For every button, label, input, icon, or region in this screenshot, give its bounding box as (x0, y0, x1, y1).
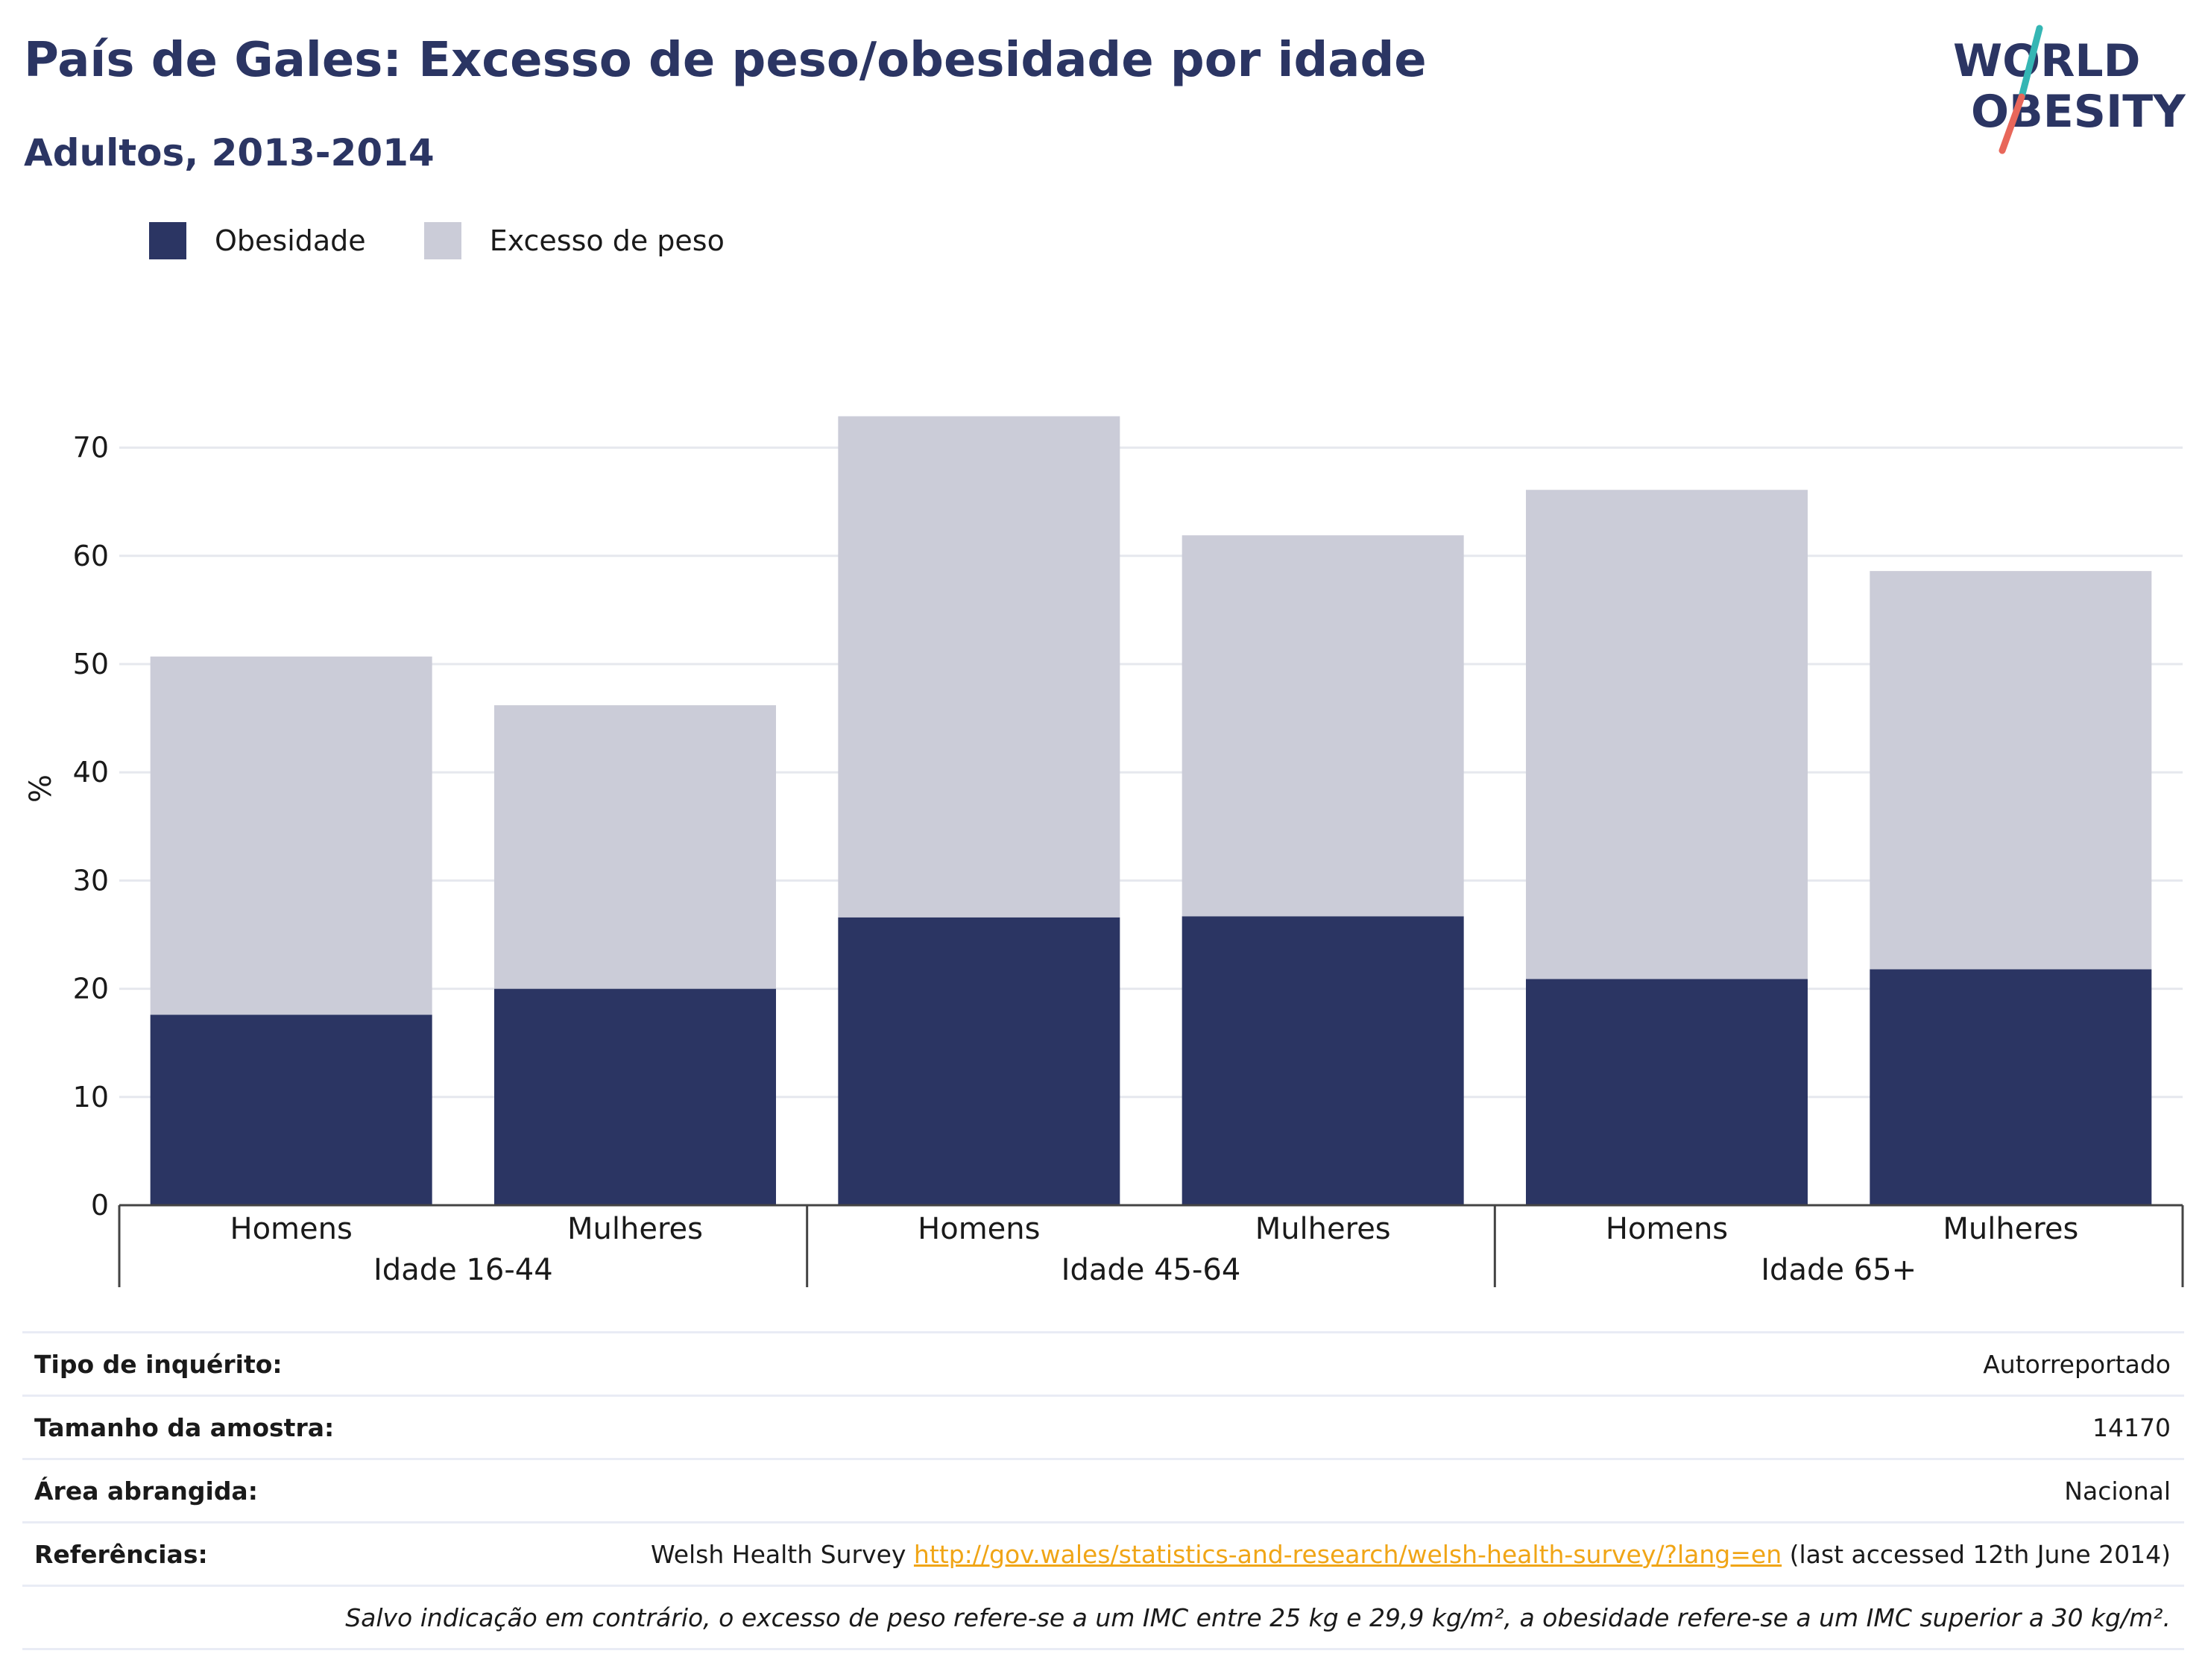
definition-note: Salvo indicação em contrário, o excesso … (345, 1602, 2171, 1632)
legend-swatch-obesidade (149, 222, 186, 259)
info-row-area: Área abrangida: Nacional (22, 1458, 2184, 1521)
bar-obesidade (150, 1014, 432, 1205)
logo-slash-coral (1999, 93, 2025, 154)
info-value: 14170 (2092, 1412, 2171, 1442)
x-category-label: Homens (1606, 1212, 1728, 1246)
bar-excesso-de-peso (494, 705, 776, 989)
info-row-note: Salvo indicação em contrário, o excesso … (22, 1585, 2184, 1650)
info-value: Nacional (2064, 1476, 2171, 1506)
grid-lines (119, 446, 2183, 1099)
info-row-survey-type: Tipo de inquérito: Autorreportado (22, 1331, 2184, 1395)
bar-excesso-de-peso (1526, 490, 1808, 979)
info-key: Tamanho da amostra: (34, 1412, 335, 1442)
info-value: Autorreportado (1983, 1349, 2171, 1379)
reference-prefix: Welsh Health Survey (651, 1539, 914, 1569)
y-axis: 0 10 20 30 40 50 60 70 (73, 432, 109, 1222)
x-category-label: Homens (918, 1212, 1040, 1246)
x-group-label: Idade 65+ (1761, 1253, 1917, 1287)
bar-excesso-de-peso (150, 656, 432, 1015)
bar-obesidade (1870, 969, 2152, 1205)
y-tick-label: 50 (73, 648, 109, 680)
bar-excesso-de-peso (1182, 535, 1464, 917)
y-tick-label: 30 (73, 864, 109, 897)
info-key: Área abrangida: (34, 1476, 258, 1506)
bar-excesso-de-peso (838, 416, 1120, 918)
bar-excesso-de-peso (1870, 571, 2152, 970)
x-category-label: Mulheres (1943, 1212, 2078, 1246)
x-category-label: Mulheres (1255, 1212, 1391, 1246)
logo-word-world: WORLD (1953, 35, 2140, 87)
x-group-label: Idade 16-44 (373, 1253, 553, 1287)
info-key: Referências: (34, 1539, 208, 1569)
x-axis: Homens Mulheres Homens Mulheres Homens Mulher… (118, 1204, 2184, 1287)
x-category-label: Mulheres (567, 1212, 703, 1246)
y-tick-label: 60 (73, 540, 109, 572)
legend-item-obesidade[interactable]: Obesidade (149, 222, 366, 259)
survey-info-table: Tipo de inquérito: Autorreportado Tamanh… (22, 1331, 2184, 1650)
reference-link[interactable]: http://gov.wales/statistics-and-research… (913, 1539, 1782, 1569)
bar-obesidade (838, 917, 1120, 1205)
info-row-sample-size: Tamanho da amostra: 14170 (22, 1395, 2184, 1458)
bar-chart: 0 10 20 30 40 50 60 70 Homens Mulheres Homens Mulh… (24, 416, 2184, 1287)
y-tick-label: 20 (73, 973, 109, 1005)
bar-obesidade (1182, 916, 1464, 1205)
legend-swatch-excesso-de-peso (423, 222, 461, 259)
chart-legend: Obesidade Excesso de peso (149, 220, 783, 262)
world-obesity-logo: WORLD OBESITY (1953, 25, 2186, 154)
chart-title: País de Gales: Excesso de peso/obesidade… (24, 33, 1427, 88)
y-tick-label: 70 (73, 432, 109, 464)
info-value: Welsh Health Survey http://gov.wales/sta… (651, 1540, 2184, 1569)
bar-obesidade (1526, 979, 1808, 1205)
legend-label-excesso-de-peso: Excesso de peso (489, 224, 725, 257)
info-row-references: Referências: Welsh Health Survey http://… (22, 1521, 2184, 1585)
reference-suffix: (last accessed 12th June 2014) (1782, 1539, 2171, 1569)
bars (150, 416, 2152, 1205)
y-tick-label: 40 (73, 756, 109, 789)
bar-obesidade (494, 988, 776, 1205)
y-axis-label: % (24, 774, 58, 803)
y-tick-label: 0 (91, 1189, 109, 1222)
logo-slash-teal (2018, 25, 2043, 101)
legend-label-obesidade: Obesidade (215, 224, 366, 257)
x-category-label: Homens (230, 1212, 353, 1246)
y-tick-label: 10 (73, 1081, 109, 1114)
x-group-label: Idade 45-64 (1062, 1253, 1241, 1287)
chart-subtitle: Adultos, 2013-2014 (24, 131, 435, 174)
legend-item-excesso-de-peso[interactable]: Excesso de peso (423, 222, 725, 259)
info-key: Tipo de inquérito: (34, 1349, 283, 1379)
